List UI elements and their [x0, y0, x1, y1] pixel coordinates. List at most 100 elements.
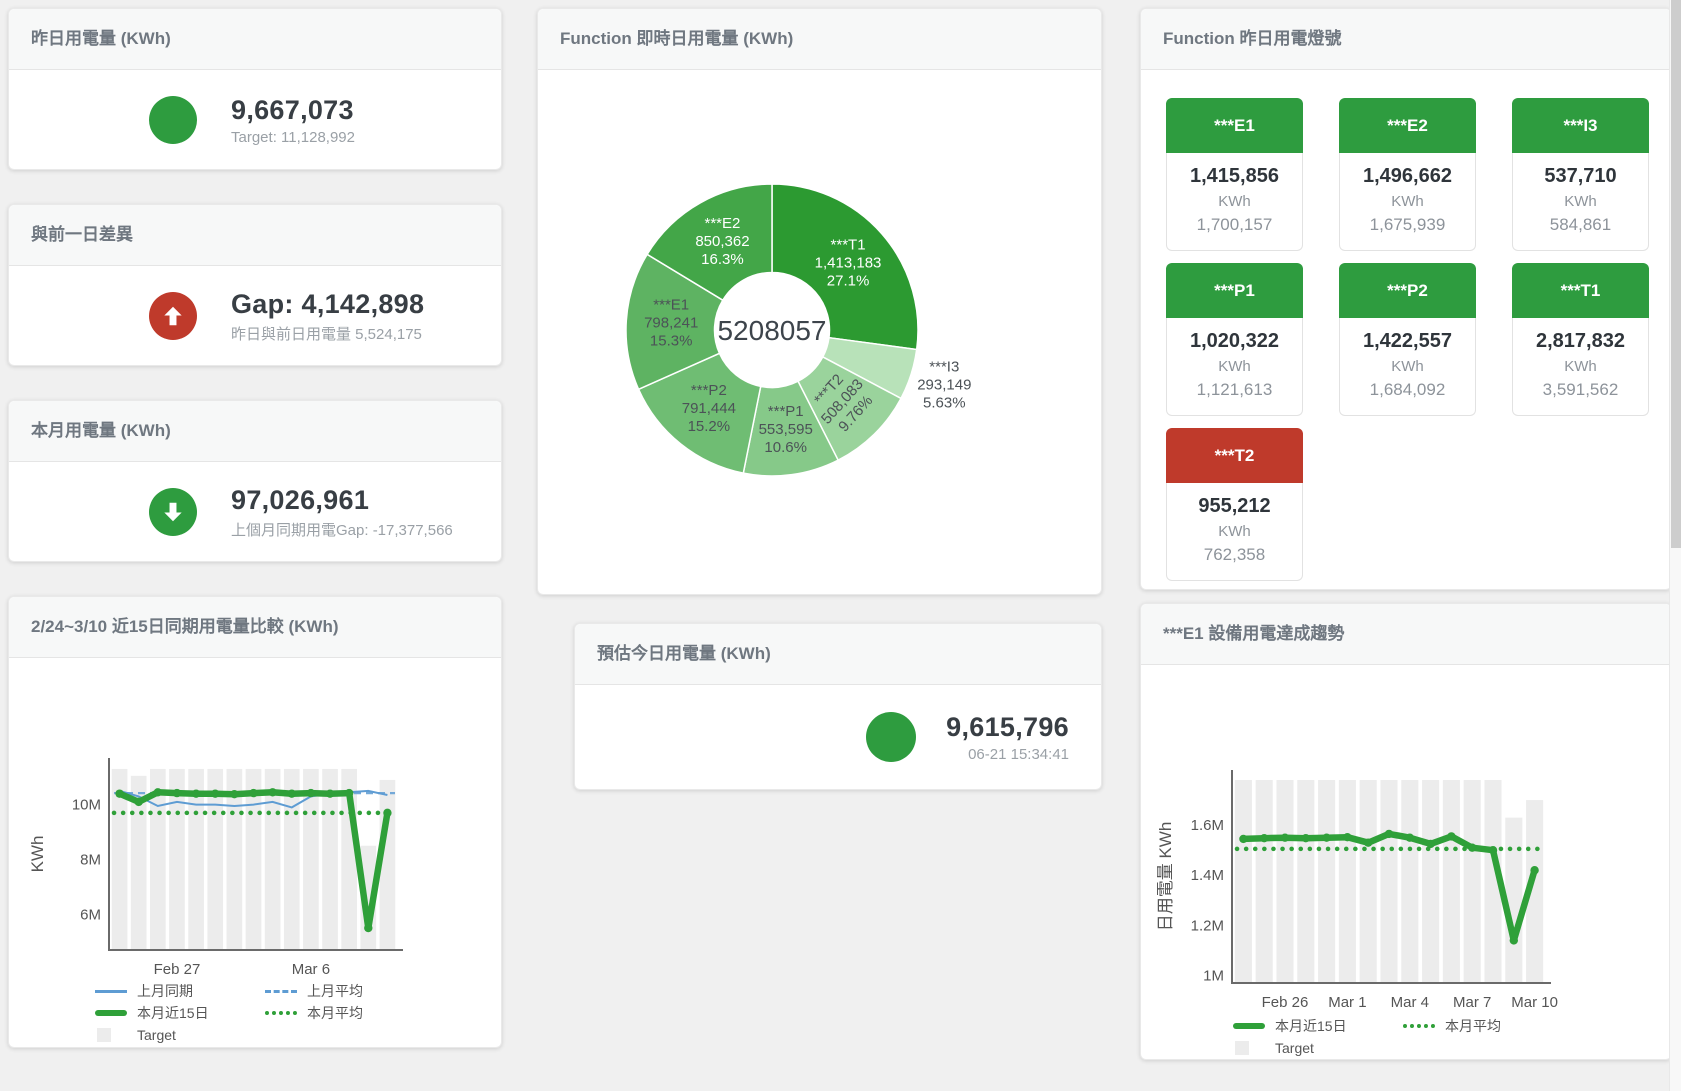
legend-item-box[interactable]: Target: [1233, 1037, 1403, 1059]
tile-target: 762,358: [1203, 545, 1266, 564]
light-tile-i3[interactable]: ***I3 537,710 KWh 584,861: [1512, 98, 1649, 251]
donut-segment-***E2[interactable]: [645, 183, 773, 302]
legend-label: Target: [137, 1027, 176, 1043]
svg-text:Feb 26: Feb 26: [1262, 994, 1309, 1011]
svg-text:Feb 27: Feb 27: [154, 961, 201, 978]
svg-text:8M: 8M: [80, 851, 101, 868]
donut-label-***E1: ***E1 798,241 15.3%: [644, 297, 698, 350]
month-usage-gap: 上個月同期用電Gap: -17,377,566: [231, 521, 453, 539]
yesterday-usage-value: 9,667,073: [231, 94, 354, 125]
tile-status-header: ***E2: [1339, 98, 1476, 153]
tile-status-header: ***T2: [1166, 428, 1303, 483]
donut-segment-***P2[interactable]: [637, 352, 762, 475]
trend-chart-legend: 本月近15日 本月平均 Target: [1233, 1015, 1603, 1059]
day-gap-subtitle: 昨日與前日用電量 5,524,175: [231, 325, 422, 343]
tile-target: 1,121,613: [1196, 380, 1273, 399]
light-tile-e1[interactable]: ***E1 1,415,856 KWh 1,700,157: [1166, 98, 1303, 251]
donut-label-***E2: ***E2 850,362 16.3%: [695, 215, 749, 268]
light-tile-p1[interactable]: ***P1 1,020,322 KWh 1,121,613: [1166, 263, 1303, 416]
estimate-timestamp: 06-21 15:34:41: [968, 745, 1069, 763]
tile-unit: KWh: [1218, 523, 1251, 540]
tile-value: 1,496,662: [1363, 165, 1452, 187]
legend-swatch-thick-icon: [1233, 1023, 1265, 1029]
donut-segment-***E1[interactable]: [624, 253, 724, 391]
tile-target: 1,700,157: [1196, 215, 1273, 234]
legend-item-thin[interactable]: 上月同期: [95, 980, 265, 1002]
card-compare-chart: 2/24~3/10 近15日同期用電量比較 (KWh) 6M 8M 10M KWh Fe…: [8, 596, 502, 1048]
legend-item-thick[interactable]: 本月近15日: [1233, 1015, 1403, 1037]
legend-swatch-thin-icon: [95, 989, 127, 993]
tile-value: 2,817,832: [1536, 330, 1625, 352]
card-title: 2/24~3/10 近15日同期用電量比較 (KWh): [9, 597, 501, 658]
card-title: Function 即時日用電量 (KWh): [538, 9, 1101, 70]
tile-unit: KWh: [1218, 193, 1251, 210]
card-day-gap: 與前一日差異 Gap: 4,142,898 昨日與前日用電量 5,524,175: [8, 204, 502, 366]
legend-item-dotted[interactable]: 本月平均: [265, 1002, 435, 1024]
tile-target: 3,591,562: [1542, 380, 1619, 399]
legend-label: 本月平均: [307, 1005, 363, 1021]
compare-chart-plot[interactable]: 6M 8M 10M KWh Feb 27 Mar 6: [15, 658, 493, 980]
light-tile-t2[interactable]: ***T2 955,212 KWh 762,358: [1166, 428, 1303, 581]
legend-label: Target: [1275, 1040, 1314, 1056]
tile-status-header: ***P2: [1339, 263, 1476, 318]
svg-text:1.6M: 1.6M: [1191, 817, 1224, 834]
legend-swatch-box-icon: [97, 1028, 111, 1042]
legend-label: 本月平均: [1445, 1018, 1501, 1034]
legend-item-dotted[interactable]: 本月平均: [1403, 1015, 1573, 1037]
donut-segment-***T1[interactable]: [770, 183, 919, 351]
card-title: 本月用電量 (KWh): [9, 401, 501, 462]
legend-item-thick[interactable]: 本月近15日: [95, 1002, 265, 1024]
tile-unit: KWh: [1564, 358, 1597, 375]
card-title: 與前一日差異: [9, 205, 501, 266]
legend-label: 本月近15日: [137, 1005, 209, 1021]
tile-status-header: ***P1: [1166, 263, 1303, 318]
light-tile-t1[interactable]: ***T1 2,817,832 KWh 3,591,562: [1512, 263, 1649, 416]
svg-text:Mar 6: Mar 6: [292, 961, 330, 978]
tile-value: 537,710: [1544, 165, 1617, 187]
legend-item-dashed[interactable]: 上月平均: [265, 980, 435, 1002]
card-e1-trend-chart: ***E1 設備用電達成趨勢 1M 1.2M 1.4M 1.6M 日用電量 KWh Feb…: [1140, 603, 1672, 1060]
tile-target: 1,675,939: [1369, 215, 1446, 234]
svg-text:Mar 1: Mar 1: [1328, 994, 1366, 1011]
svg-text:10M: 10M: [72, 797, 101, 814]
legend-label: 上月平均: [307, 983, 363, 999]
tile-value: 955,212: [1198, 495, 1271, 517]
card-estimate-today: 預估今日用電量 (KWh) 9,615,796 06-21 15:34:41: [574, 623, 1102, 790]
scrollbar-thumb[interactable]: [1671, 0, 1681, 548]
light-tile-e2[interactable]: ***E2 1,496,662 KWh 1,675,939: [1339, 98, 1476, 251]
card-title: 預估今日用電量 (KWh): [575, 624, 1101, 685]
svg-text:Mar 7: Mar 7: [1453, 994, 1491, 1011]
month-usage-value: 97,026,961: [231, 484, 370, 515]
svg-text:KWh: KWh: [28, 836, 47, 873]
estimate-value: 9,615,796: [946, 711, 1069, 742]
svg-text:1.2M: 1.2M: [1191, 917, 1224, 934]
card-realtime-donut: Function 即時日用電量 (KWh) ***T1 1,413,183 27.1…: [537, 8, 1102, 595]
legend-item-box[interactable]: Target: [95, 1024, 265, 1046]
light-tiles-grid: ***E1 1,415,856 KWh 1,700,157 ***E2 1,49…: [1141, 70, 1671, 581]
green-status-circle-icon: [149, 96, 197, 144]
trend-chart-plot[interactable]: 1M 1.2M 1.4M 1.6M 日用電量 KWh Feb 26 Mar 1 Mar 4 Ma…: [1145, 665, 1660, 1015]
card-title: ***E1 設備用電達成趨勢: [1141, 604, 1671, 665]
realtime-donut-chart[interactable]: ***T1 1,413,183 27.1%***I3 293,149 5.63%***T…: [560, 78, 1080, 583]
svg-text:Mar 10: Mar 10: [1511, 994, 1558, 1011]
scrollbar[interactable]: [1669, 0, 1681, 1091]
donut-label-***P1: ***P1 553,595 10.6%: [758, 403, 812, 456]
tile-unit: KWh: [1391, 193, 1424, 210]
svg-text:1M: 1M: [1203, 967, 1224, 984]
card-title: 昨日用電量 (KWh): [9, 9, 501, 70]
donut-center-total: 5208057: [717, 315, 826, 346]
legend-swatch-box-icon: [1235, 1041, 1249, 1055]
donut-label-***I3: ***I3 293,149 5.63%: [917, 358, 971, 411]
card-title: Function 昨日用電燈號: [1141, 9, 1671, 70]
tile-value: 1,415,856: [1190, 165, 1279, 187]
tile-status-header: ***I3: [1512, 98, 1649, 153]
tile-value: 1,422,557: [1363, 330, 1452, 352]
tile-target: 584,861: [1549, 215, 1612, 234]
compare-chart-legend: 上月同期 上月平均本月近15日 本月平均 Target: [95, 980, 465, 1046]
card-month-usage: 本月用電量 (KWh) 97,026,961 上個月同期用電Gap: -17,3…: [8, 400, 502, 562]
light-tile-p2[interactable]: ***P2 1,422,557 KWh 1,684,092: [1339, 263, 1476, 416]
down-arrow-icon: [149, 488, 197, 536]
legend-label: 本月近15日: [1275, 1018, 1347, 1034]
svg-text:日用電量 KWh: 日用電量 KWh: [1156, 822, 1175, 932]
